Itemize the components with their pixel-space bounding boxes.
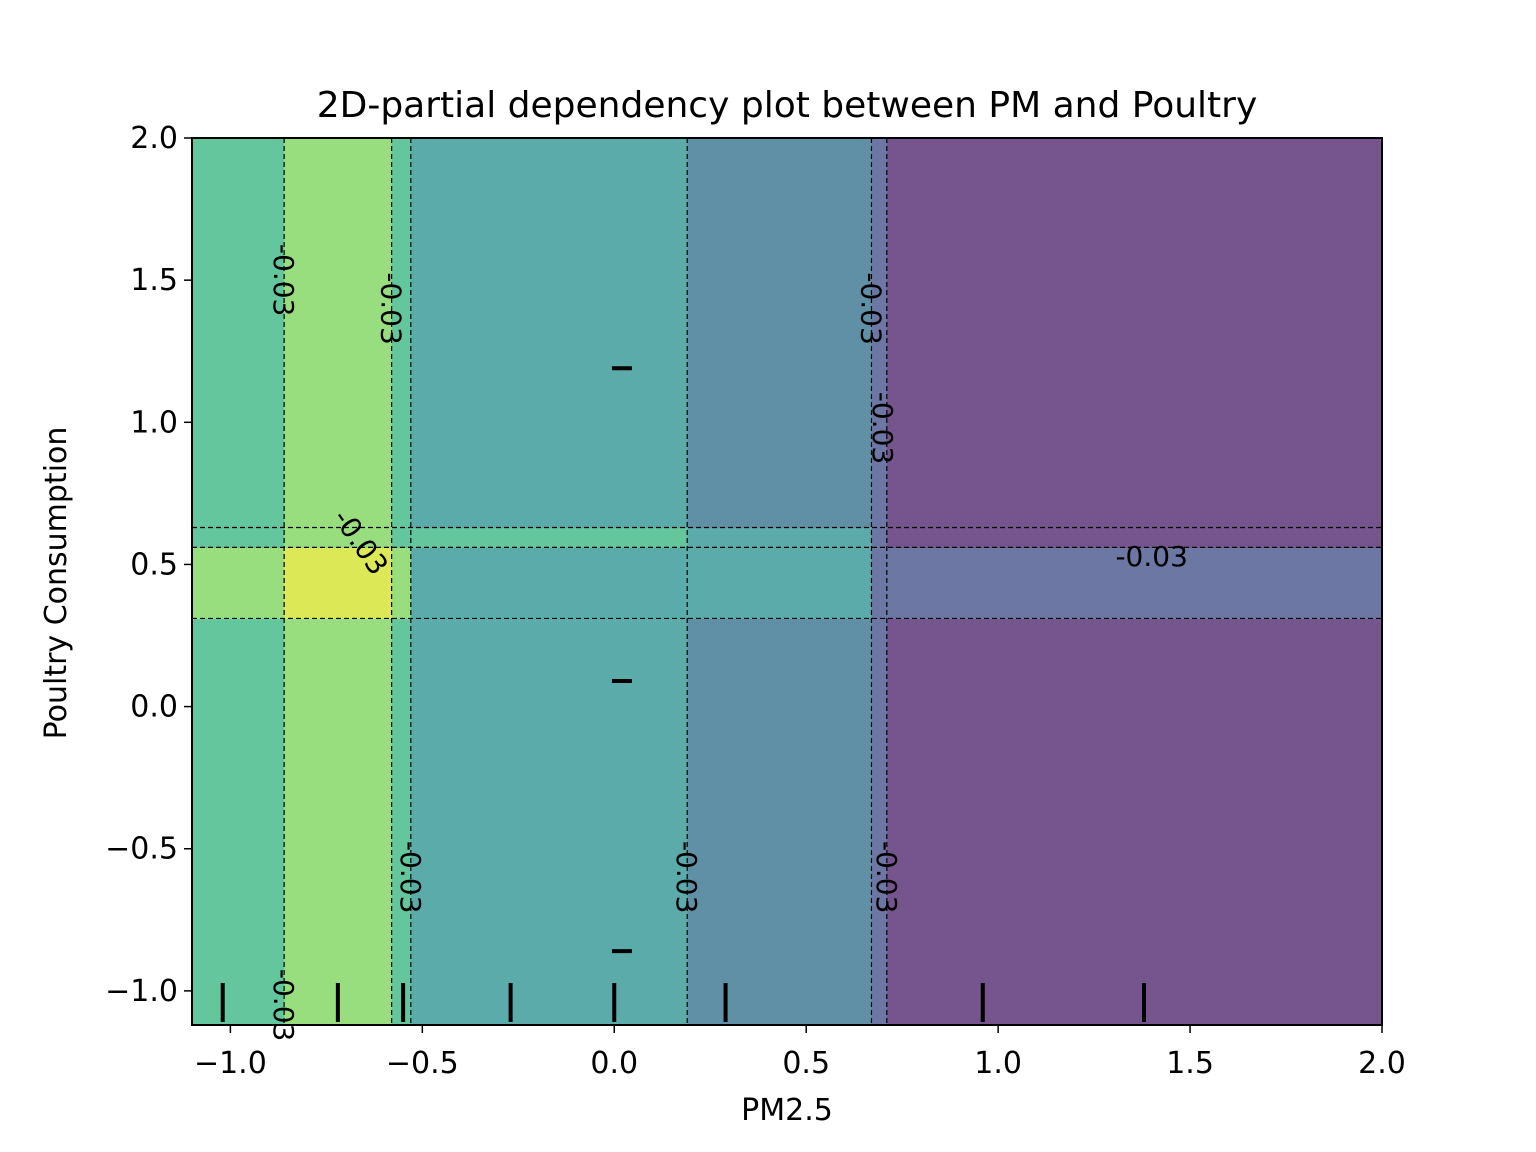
contour-region <box>687 547 873 620</box>
contour-label-text: -0.03 <box>267 969 300 1041</box>
contour-region <box>410 618 688 1026</box>
contour-region <box>391 547 412 620</box>
x-tick-label: 0.5 <box>782 1046 830 1081</box>
contour-region <box>871 618 888 1026</box>
contour-region <box>871 527 888 548</box>
y-tick-label: 2.0 <box>130 121 178 156</box>
contour-region <box>192 547 285 620</box>
y-tick-label: 0.5 <box>130 547 178 582</box>
contour-region <box>391 527 412 548</box>
contour-label-text: -0.03 <box>375 272 408 344</box>
contour-label: -0.03 <box>394 841 427 913</box>
y-tick-label: 1.0 <box>130 405 178 440</box>
rug-marks <box>220 366 1146 1022</box>
contour-label: -0.03 <box>870 841 903 913</box>
x-tick-label: 0.0 <box>590 1046 638 1081</box>
contour-label-text: -0.03 <box>267 244 300 316</box>
contour-region <box>687 618 873 1026</box>
contour-label-text: -0.03 <box>1115 540 1187 573</box>
contour-region <box>192 138 285 529</box>
x-axis-label: PM2.5 <box>741 1093 833 1128</box>
contour-label: -0.03 <box>267 244 300 316</box>
contour-label-text: -0.03 <box>870 841 903 913</box>
contour-region <box>284 618 393 1026</box>
y-tick-label: 1.5 <box>130 263 178 298</box>
x-axis-ticks: −1.0 −0.5 0.0 0.5 1.0 1.5 2.0 <box>194 1025 1406 1081</box>
contour-label: -0.03 <box>854 272 887 344</box>
contour-region <box>687 527 873 548</box>
x-tick-label: −0.5 <box>386 1046 459 1081</box>
contour-region <box>886 138 1383 529</box>
contour-label: -0.03 <box>375 272 408 344</box>
contour-lines <box>192 138 1382 1025</box>
contour-region <box>284 547 393 620</box>
contour-regions <box>192 138 1383 1026</box>
contour-label-text: -0.03 <box>394 841 427 913</box>
contour-label: -0.03 <box>1115 540 1187 573</box>
contour-region <box>410 138 688 529</box>
contour-region <box>687 138 873 529</box>
x-tick-label: −1.0 <box>194 1046 267 1081</box>
contour-region <box>284 527 393 548</box>
contour-label: -0.03 <box>866 392 899 464</box>
contour-region <box>886 547 1383 620</box>
contour-region <box>391 618 412 1026</box>
contour-region <box>284 138 393 529</box>
x-tick-label: 1.5 <box>1166 1046 1214 1081</box>
y-tick-label: −0.5 <box>105 832 178 867</box>
contour-region <box>871 138 888 529</box>
contour-region <box>391 138 412 529</box>
y-axis-ticks: −1.0 −0.5 0.0 0.5 1.0 1.5 2.0 <box>105 121 192 1009</box>
contour-region <box>886 527 1383 548</box>
contour-region <box>410 527 688 548</box>
y-axis-label: Poultry Consumption <box>39 427 74 740</box>
contour-region <box>192 527 285 548</box>
plot-frame <box>191 137 1383 1026</box>
contour-label-text: -0.03 <box>670 841 703 913</box>
contour-region <box>410 547 688 620</box>
contour-region <box>871 547 888 620</box>
y-tick-label: 0.0 <box>130 690 178 725</box>
contour-region <box>886 618 1383 1026</box>
x-tick-label: 2.0 <box>1358 1046 1406 1081</box>
contour-label: -0.03 <box>267 969 300 1041</box>
contour-label-text: -0.03 <box>854 272 887 344</box>
x-tick-label: 1.0 <box>974 1046 1022 1081</box>
contour-region <box>192 618 285 1026</box>
contour-label: -0.03 <box>670 841 703 913</box>
contour-label-text: -0.03 <box>866 392 899 464</box>
chart-title: 2D-partial dependency plot between PM an… <box>317 85 1258 126</box>
y-tick-label: −1.0 <box>105 974 178 1009</box>
